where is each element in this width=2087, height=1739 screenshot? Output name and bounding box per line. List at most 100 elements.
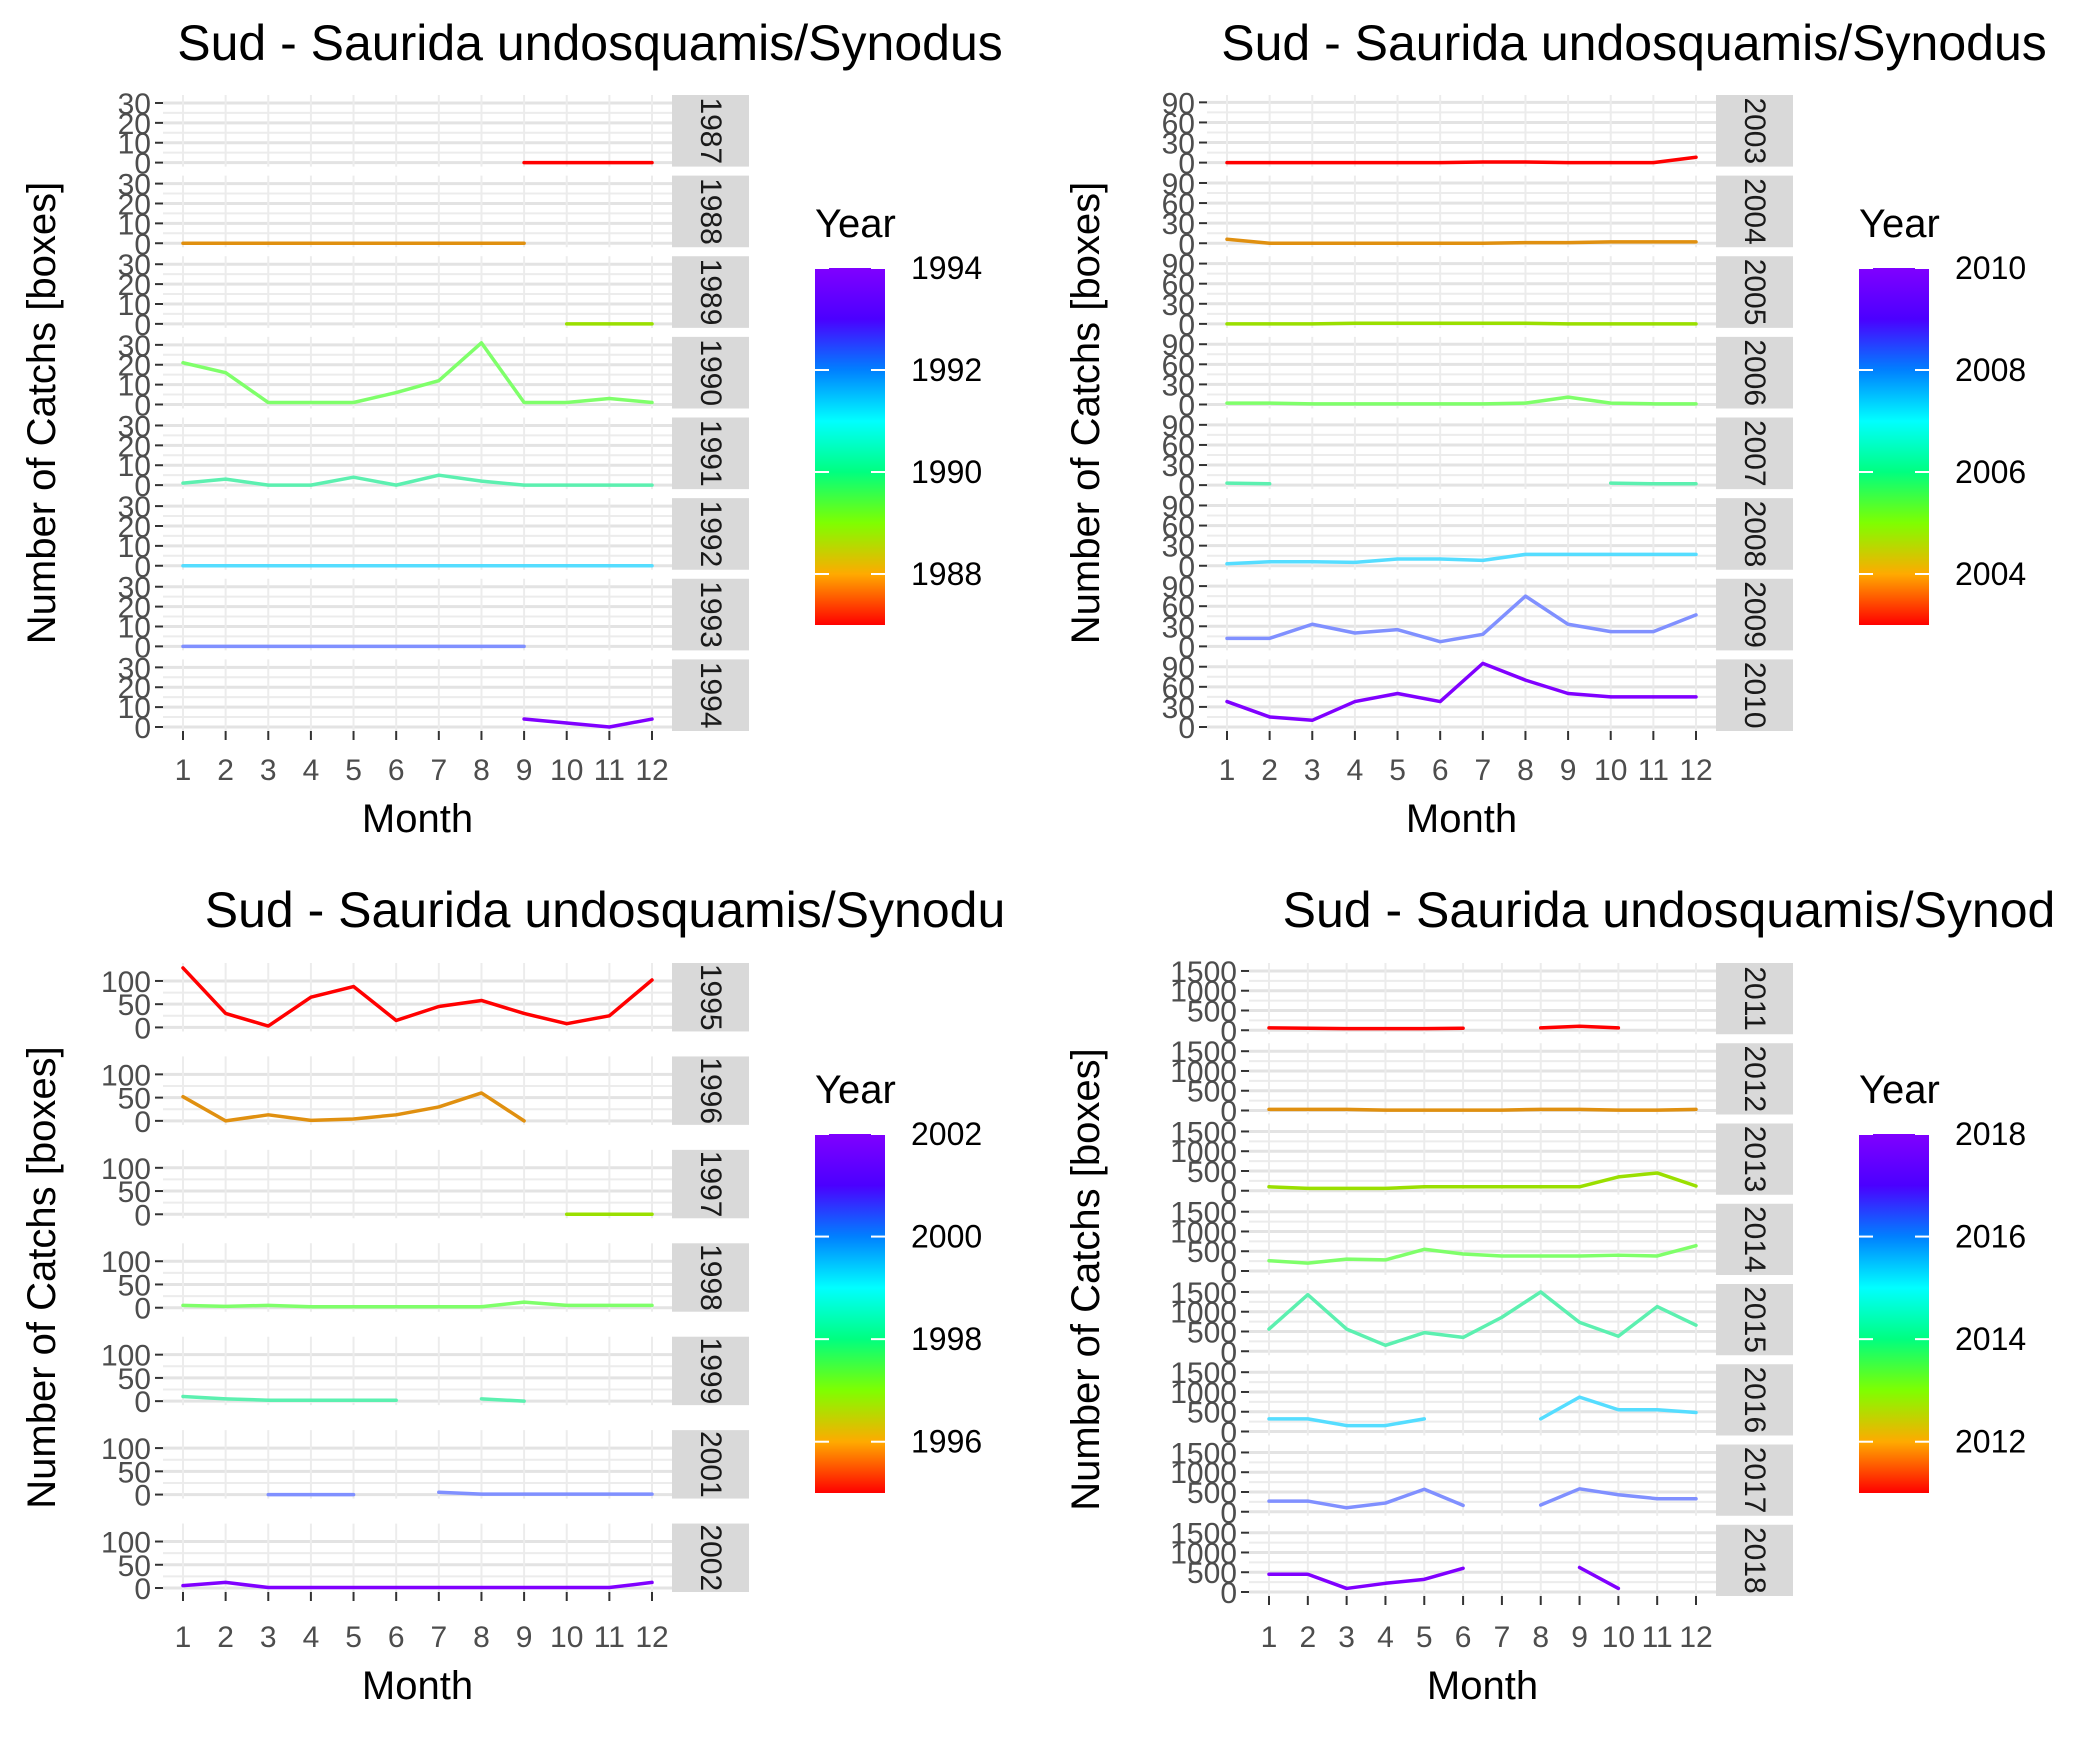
legend-tick-label: 1994 <box>911 250 982 286</box>
y-tick-label: 1500 <box>1170 1036 1237 1069</box>
x-tick-label: 6 <box>388 1621 405 1654</box>
legend-tick-label: 2002 <box>911 1116 982 1152</box>
panel-background <box>163 963 672 1032</box>
facet-strip <box>672 417 749 490</box>
y-tick-label: 50 <box>118 989 151 1022</box>
y-tick-label: 1500 <box>1170 956 1237 989</box>
y-tick-label: 10 <box>118 128 151 161</box>
y-tick-label: 10 <box>118 531 151 564</box>
legend-title: Year <box>1859 202 1940 246</box>
facet-strip-label: 2010 <box>1738 662 1771 729</box>
y-tick-label: 20 <box>118 188 151 221</box>
x-tick-label: 10 <box>550 754 583 787</box>
facet-strip-label: 2006 <box>1738 339 1771 406</box>
y-tick-label: 50 <box>118 1550 151 1583</box>
y-tick-label: 0 <box>1220 1256 1237 1289</box>
facet-strip-label: 1994 <box>694 662 727 729</box>
chart-1: Sud - Saurida undosquamis/Synodus Number … <box>20 15 1003 841</box>
facet-strip <box>1716 175 1793 248</box>
x-tick-label: 10 <box>550 1621 583 1654</box>
facet-strip-label: 2018 <box>1738 1527 1771 1594</box>
legend-tick-label: 2004 <box>1955 556 2026 592</box>
panel-background <box>163 1056 672 1125</box>
x-tick-label: 11 <box>594 754 625 787</box>
facet-strip-label: 2011 <box>1738 966 1771 1031</box>
series-line-2013 <box>1267 1171 1698 1191</box>
facet-strip <box>1716 1524 1793 1596</box>
chart-title: Sud - Saurida undosquamis/Synodu <box>205 882 1006 938</box>
facet-strip <box>1716 1364 1793 1436</box>
y-tick-label: 0 <box>1220 1497 1237 1530</box>
facet-strip-label: 2008 <box>1738 501 1771 568</box>
y-axis-label: Number of Catchs [boxes] <box>1064 182 1108 644</box>
x-tick-label: 2 <box>1261 754 1278 787</box>
facet-strip-label: 1987 <box>694 97 727 164</box>
y-tick-label: 0 <box>1220 1015 1237 1048</box>
facet-strip-label: 2016 <box>1738 1367 1771 1434</box>
y-tick-label: 0 <box>1178 309 1195 342</box>
y-tick-label: 0 <box>1178 551 1195 584</box>
series-line-2012 <box>1267 1107 1698 1112</box>
y-tick-label: 10 <box>118 370 151 403</box>
y-tick-label: 60 <box>1162 107 1195 140</box>
panel-background <box>1207 95 1716 167</box>
y-tick-label: 90 <box>1162 87 1195 120</box>
y-tick-label: 0 <box>134 390 151 423</box>
y-tick-label: 1000 <box>1170 1136 1237 1169</box>
legend-colorbar <box>815 1134 885 1493</box>
panel-background <box>163 1523 672 1592</box>
x-tick-label: 1 <box>1219 754 1236 787</box>
y-tick-label: 500 <box>1187 1156 1237 1189</box>
y-tick-label: 30 <box>1162 450 1195 483</box>
facet-strip-label: 2012 <box>1738 1046 1771 1113</box>
legend-tick-label: 1988 <box>911 556 982 592</box>
series-line-2009 <box>1225 594 1698 644</box>
panel-background <box>163 256 672 328</box>
x-axis-label: Month <box>1406 797 1517 841</box>
legend-tick-label: 1992 <box>911 352 982 388</box>
x-tick-label: 5 <box>1389 754 1406 787</box>
panel-background <box>1207 256 1716 328</box>
y-tick-label: 1500 <box>1170 1518 1237 1551</box>
y-tick-label: 20 <box>118 511 151 544</box>
facet-strip-label: 1989 <box>694 259 727 326</box>
series-line-2005 <box>1225 321 1698 326</box>
y-tick-label: 0 <box>1220 1096 1237 1129</box>
facet-strip <box>672 175 749 248</box>
y-tick-label: 100 <box>101 1153 151 1186</box>
legend-title: Year <box>1859 1068 1940 1112</box>
facet-strip <box>672 1149 749 1219</box>
facet-strip-label: 2002 <box>694 1524 727 1591</box>
panel-background <box>1207 498 1716 570</box>
y-tick-label: 60 <box>1162 591 1195 624</box>
series-line-2017 <box>1538 1487 1698 1507</box>
legend-tick-label: 2016 <box>1955 1219 2026 1255</box>
y-tick-label: 0 <box>1178 712 1195 745</box>
y-tick-label: 30 <box>1162 531 1195 564</box>
y-tick-label: 0 <box>1220 1336 1237 1369</box>
panel-background <box>163 659 672 731</box>
facet-strip <box>672 1430 749 1499</box>
y-tick-label: 500 <box>1187 1076 1237 1109</box>
y-tick-label: 0 <box>1178 390 1195 423</box>
x-tick-label: 3 <box>260 1621 277 1654</box>
y-tick-label: 30 <box>1162 692 1195 725</box>
x-tick-label: 3 <box>260 754 277 787</box>
facet-strip <box>672 498 749 570</box>
y-tick-label: 10 <box>118 289 151 322</box>
x-tick-label: 5 <box>345 1621 362 1654</box>
x-tick-label: 10 <box>1594 754 1627 787</box>
y-tick-label: 30 <box>118 249 151 282</box>
y-tick-label: 1500 <box>1170 1116 1237 1149</box>
legend-colorbar <box>815 268 885 625</box>
y-axis-label: Number of Catchs [boxes] <box>20 182 64 644</box>
facet-strip-label: 1995 <box>694 964 727 1031</box>
